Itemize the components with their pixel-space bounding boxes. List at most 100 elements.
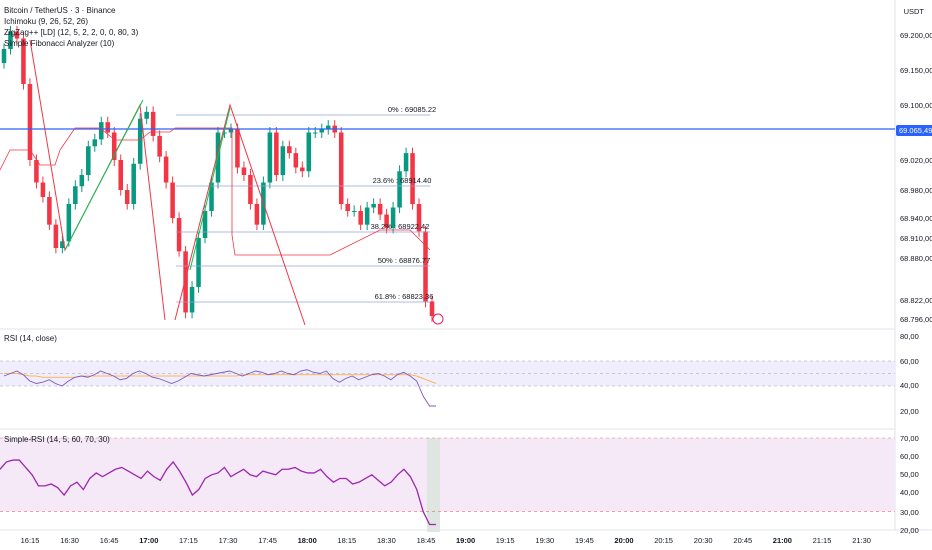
srsi-tick: 20,00 bbox=[900, 526, 919, 535]
candle bbox=[248, 175, 253, 204]
candle bbox=[14, 31, 20, 39]
candle bbox=[345, 204, 350, 211]
candle bbox=[196, 238, 201, 287]
time-tick: 16:45 bbox=[100, 536, 119, 545]
time-tick: 17:45 bbox=[258, 536, 277, 545]
candle bbox=[358, 211, 363, 225]
candle bbox=[287, 146, 292, 154]
candle bbox=[150, 111, 156, 136]
candle bbox=[274, 132, 279, 175]
candle bbox=[267, 132, 273, 183]
zigzag-up-line bbox=[189, 107, 231, 271]
candle bbox=[92, 139, 98, 147]
candle bbox=[99, 122, 104, 140]
price-tick: 68.910,00 bbox=[900, 234, 932, 243]
fib-label: 61.8% : 68823.36 bbox=[375, 292, 434, 301]
srsi-line bbox=[0, 459, 436, 526]
candle bbox=[397, 171, 402, 208]
candle bbox=[416, 204, 422, 232]
candle bbox=[319, 129, 325, 133]
rsi-tick: 20,00 bbox=[900, 407, 919, 416]
candle bbox=[105, 122, 111, 133]
zigzag-line bbox=[174, 103, 306, 326]
candle bbox=[86, 146, 91, 175]
zigzag-legend[interactable]: ZigZag++ [LD] (12, 5, 2, 2, 0, 0, 80, 3) bbox=[4, 28, 139, 37]
candle bbox=[53, 224, 59, 248]
candle bbox=[21, 38, 26, 84]
currency-label[interactable]: USDT bbox=[903, 7, 924, 16]
candle bbox=[60, 241, 65, 248]
fib-label: 0% : 69085.22 bbox=[388, 105, 436, 114]
time-tick: 20:30 bbox=[694, 536, 713, 545]
rsi-tick: 40,00 bbox=[900, 381, 919, 390]
alert-icon bbox=[432, 313, 444, 325]
rsi-legend[interactable]: RSI (14, close) bbox=[4, 334, 57, 343]
srsi-tick: 70,00 bbox=[900, 434, 919, 443]
rsi-tick: 60,00 bbox=[900, 357, 919, 366]
ichimoku-legend[interactable]: Ichimoku (9, 26, 52, 26) bbox=[4, 17, 89, 26]
candle bbox=[40, 182, 46, 197]
candle bbox=[351, 211, 357, 212]
time-tick: 18:00 bbox=[298, 536, 317, 545]
candle bbox=[364, 207, 370, 225]
candle bbox=[384, 214, 389, 228]
time-tick: 21:00 bbox=[773, 536, 792, 545]
price-tick: 68.940,00 bbox=[900, 214, 932, 223]
candle bbox=[280, 146, 286, 175]
fib-label: 50% : 68876.77 bbox=[378, 256, 431, 265]
candle bbox=[183, 251, 188, 313]
candle bbox=[131, 163, 136, 204]
price-tick: 68.822,00 bbox=[900, 296, 932, 305]
zigzag-line bbox=[29, 39, 166, 321]
candle bbox=[235, 129, 240, 168]
candle bbox=[403, 153, 409, 172]
candle bbox=[118, 160, 123, 190]
candle bbox=[222, 132, 227, 134]
candle bbox=[429, 301, 435, 317]
candle bbox=[410, 153, 415, 204]
candle bbox=[8, 31, 13, 49]
price-tick: 68.796,00 bbox=[900, 315, 932, 324]
candle bbox=[27, 84, 33, 160]
price-tick: 69.200,00 bbox=[900, 31, 932, 40]
srsi-highlight bbox=[427, 438, 440, 532]
candle bbox=[170, 182, 175, 218]
time-tick: 18:45 bbox=[417, 536, 436, 545]
candle bbox=[202, 211, 208, 238]
time-tick: 16:30 bbox=[60, 536, 79, 545]
time-tick: 17:30 bbox=[219, 536, 238, 545]
zigzag-up-line bbox=[64, 99, 144, 251]
candle bbox=[1, 49, 7, 63]
candle bbox=[34, 160, 39, 183]
candle bbox=[338, 132, 344, 204]
candle bbox=[241, 167, 247, 175]
time-tick: 19:00 bbox=[456, 536, 475, 545]
candle bbox=[377, 204, 383, 215]
time-tick: 16:15 bbox=[21, 536, 40, 545]
fib-label: 23.6% : 68914.40 bbox=[373, 176, 432, 185]
time-tick: 17:15 bbox=[179, 536, 198, 545]
time-tick: 21:15 bbox=[813, 536, 832, 545]
srsi-band bbox=[0, 438, 895, 512]
rsi-tick: 80,00 bbox=[900, 332, 919, 341]
candle bbox=[47, 197, 52, 225]
candle bbox=[66, 204, 72, 242]
candle bbox=[163, 156, 169, 183]
time-tick: 18:15 bbox=[337, 536, 356, 545]
price-tick: 68.880,00 bbox=[900, 254, 932, 263]
candle bbox=[111, 132, 117, 160]
price-tick: 68.980,00 bbox=[900, 186, 932, 195]
kijun-line bbox=[0, 127, 431, 256]
srsi-legend[interactable]: Simple-RSI (14, 5, 60, 70, 30) bbox=[4, 435, 110, 444]
candle bbox=[124, 190, 130, 204]
srsi-tick: 30,00 bbox=[900, 508, 919, 517]
candle bbox=[390, 207, 396, 228]
candle bbox=[157, 135, 162, 157]
candle bbox=[176, 218, 182, 252]
symbol-title[interactable]: Bitcoin / TetherUS · 3 · Binance bbox=[4, 6, 116, 15]
fib-legend[interactable]: Simple Fibonacci Analyzer (10) bbox=[4, 39, 115, 48]
time-tick: 20:15 bbox=[654, 536, 673, 545]
fib-label: 38.2% : 68922.42 bbox=[371, 222, 430, 231]
candle bbox=[325, 125, 331, 130]
